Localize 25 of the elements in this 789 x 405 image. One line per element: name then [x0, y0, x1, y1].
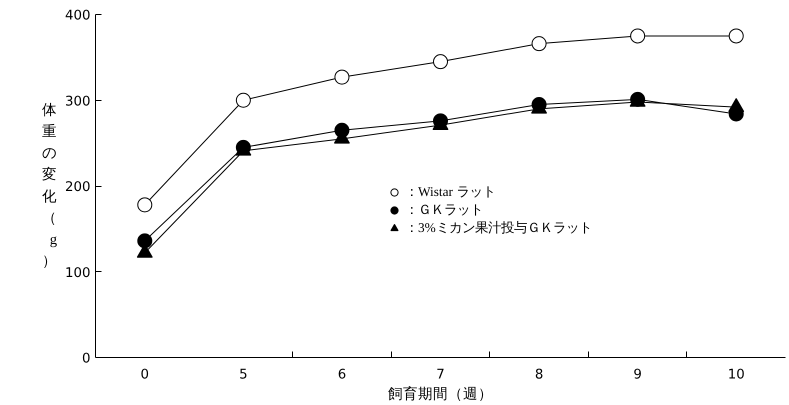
- point: [334, 70, 350, 85]
- y-tick-label: 400: [65, 8, 91, 24]
- x-tick-label: 0: [140, 368, 150, 382]
- point: [433, 54, 448, 70]
- point: [137, 233, 152, 248]
- point: [532, 36, 547, 52]
- x-axis-title: 飼育期間（週）: [388, 386, 493, 402]
- point: [630, 28, 646, 44]
- y-tick-label: 100: [65, 266, 91, 281]
- legend-label: ：ＧＫラット: [405, 201, 483, 219]
- x-tick-label: 9: [633, 368, 642, 382]
- legend-label: ：3%ミカン果汁投与ＧＫラット: [405, 219, 592, 237]
- x-tick-label: 8: [534, 368, 544, 382]
- point: [137, 197, 152, 212]
- legend-label: ：Wistar ラット: [405, 183, 496, 201]
- x-tick-label: 6: [338, 368, 346, 382]
- point: [236, 92, 251, 108]
- y-tick-label: 200: [65, 180, 91, 195]
- x-tick-label: 10: [728, 368, 745, 382]
- y-tick-label: 300: [65, 94, 91, 110]
- point: [728, 28, 744, 44]
- y-axis-title: 体重の変化（g）: [42, 101, 58, 270]
- y-tick-label: 0: [82, 352, 91, 366]
- x-tick-label: 7: [436, 368, 445, 382]
- x-tick-label: 5: [239, 368, 248, 382]
